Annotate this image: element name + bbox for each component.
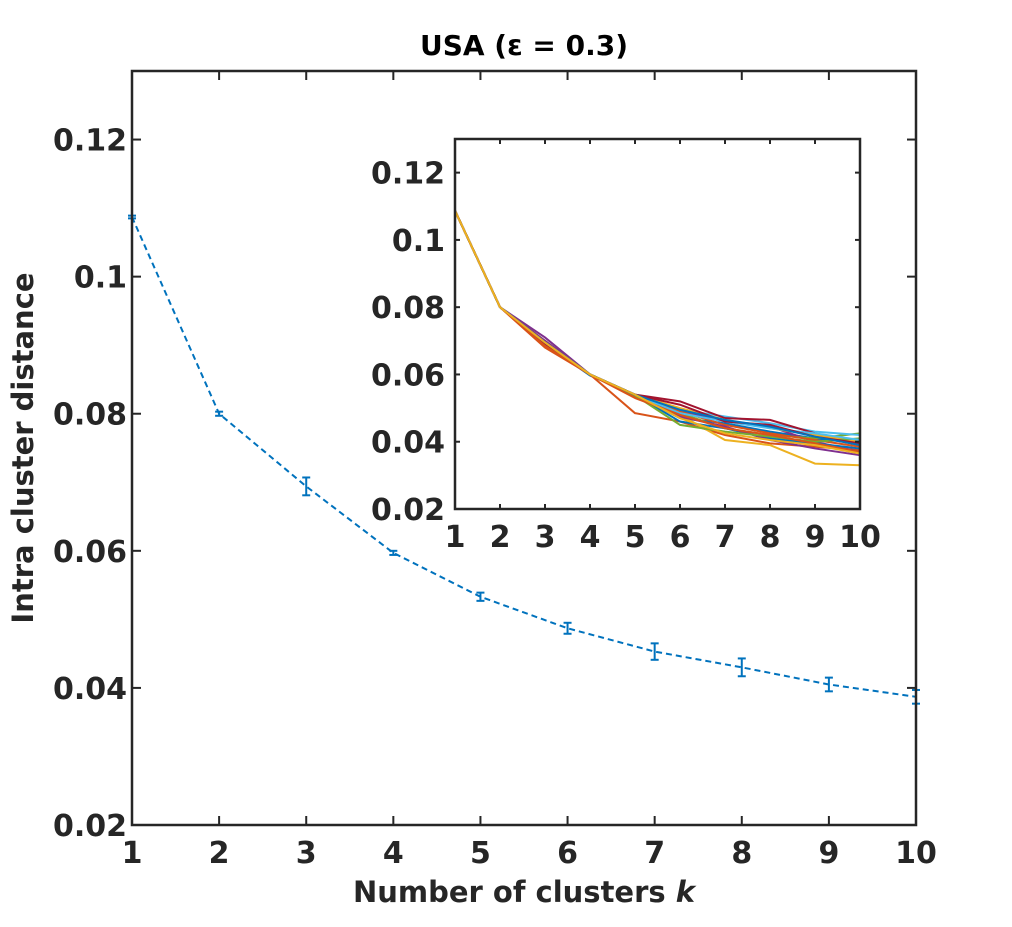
inset-x-tick-label: 3 — [535, 520, 556, 555]
main-x-tick-label: 2 — [209, 836, 230, 871]
inset-x-tick-label: 6 — [670, 520, 691, 555]
inset-y-tick-label: 0.06 — [371, 358, 445, 393]
main-series-line — [131, 216, 917, 698]
inset-x-tick-label: 9 — [805, 520, 826, 555]
main-y-tick-label: 0.04 — [53, 672, 127, 707]
inset-x-tick-label: 5 — [625, 520, 646, 555]
inset-series-layer — [454, 210, 861, 467]
inset-y-tick-labels: 0.02 0.04 0.06 0.08 0.1 0.12 — [371, 157, 445, 528]
main-y-tick-label: 0.08 — [53, 398, 127, 433]
inset-x-tick-label: 2 — [490, 520, 511, 555]
x-axis-label-text: Number of clusters — [353, 875, 676, 909]
main-y-tick-label: 0.12 — [53, 124, 127, 159]
main-x-tick-label: 4 — [383, 836, 404, 871]
main-x-tick-label: 1 — [122, 836, 143, 871]
inset-x-tick-label: 4 — [580, 520, 601, 555]
main-x-tick-label: 3 — [296, 836, 317, 871]
inset-y-tick-label: 0.08 — [371, 291, 445, 326]
inset-x-tick-label: 10 — [839, 520, 881, 555]
main-series-layer — [128, 214, 920, 705]
inset-y-tick-label: 0.1 — [392, 224, 445, 259]
main-x-tick-label: 9 — [818, 836, 839, 871]
main-ticks — [131, 71, 917, 826]
y-axis-label: Intra cluster distance — [6, 272, 40, 623]
inset-y-tick-label: 0.12 — [371, 157, 445, 192]
inset-axes: 1 2 3 4 5 6 7 8 9 10 0.02 0.04 0.06 0.08 0.1 0.12 — [371, 137, 881, 555]
main-y-tick-label: 0.1 — [74, 261, 127, 296]
inset-y-tick-label: 0.02 — [371, 493, 445, 528]
x-axis-label: Number of clusters k — [353, 875, 697, 909]
inset-plot-area — [455, 139, 860, 509]
main-y-tick-label: 0.06 — [53, 535, 127, 570]
main-x-tick-labels: 1 2 3 4 5 6 7 8 9 10 — [122, 836, 937, 871]
main-x-tick-label: 10 — [895, 836, 937, 871]
main-x-tick-label: 5 — [470, 836, 491, 871]
inset-x-tick-label: 1 — [445, 520, 466, 555]
main-x-tick-label: 7 — [644, 836, 665, 871]
inset-x-tick-label: 7 — [715, 520, 736, 555]
inset-axes-box — [453, 137, 862, 511]
chart-title: USA (ε = 0.3) — [420, 29, 628, 62]
main-x-tick-label: 8 — [731, 836, 752, 871]
main-x-tick-label: 6 — [557, 836, 578, 871]
main-y-tick-labels: 0.02 0.04 0.06 0.08 0.1 0.12 — [53, 124, 127, 844]
inset-x-tick-labels: 1 2 3 4 5 6 7 8 9 10 — [445, 520, 881, 555]
inset-series-line — [454, 210, 861, 455]
inset-y-tick-label: 0.04 — [371, 426, 445, 461]
main-y-tick-label: 0.02 — [53, 809, 127, 844]
main-axes-box — [130, 69, 918, 827]
inset-ticks — [454, 139, 861, 510]
inset-x-tick-label: 8 — [760, 520, 781, 555]
x-axis-label-variable: k — [676, 875, 697, 909]
